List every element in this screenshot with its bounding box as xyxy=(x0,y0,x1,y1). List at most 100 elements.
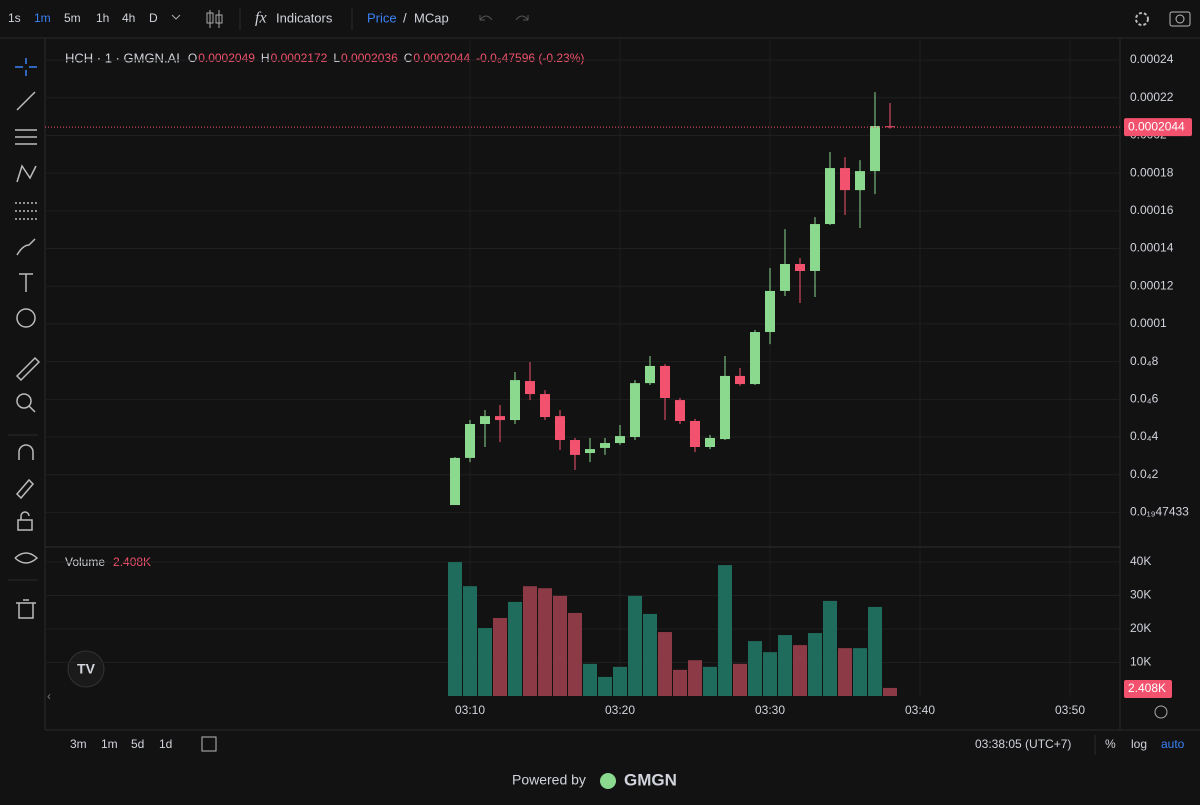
volume-bar xyxy=(733,663,747,696)
powered-by: Powered by xyxy=(512,772,586,788)
volume-bar xyxy=(478,628,492,696)
percent-toggle[interactable]: % xyxy=(1105,737,1116,751)
interval-dropdown[interactable] xyxy=(171,14,181,20)
interval-button[interactable]: 4h xyxy=(122,11,135,25)
candle-type-button[interactable] xyxy=(206,10,223,28)
candle-body xyxy=(450,457,460,506)
candle-body xyxy=(690,420,700,447)
date-range[interactable] xyxy=(201,736,217,752)
screenshot[interactable] xyxy=(1169,11,1191,27)
tradingview-logo[interactable] xyxy=(67,650,105,688)
volume-bar xyxy=(613,666,627,696)
ohlc-key: C xyxy=(404,51,413,65)
candle-body xyxy=(735,375,745,385)
collapse-arrow[interactable]: ‹ xyxy=(47,689,51,703)
candle-body xyxy=(480,416,490,425)
candle-body xyxy=(570,440,580,455)
volume-bar xyxy=(493,617,507,696)
volume-bar xyxy=(823,600,837,696)
x-tick-label: 03:20 xyxy=(605,703,635,717)
y-tick-label: 10K xyxy=(1130,655,1151,669)
clock: 03:38:05 (UTC+7) xyxy=(975,737,1071,751)
candle-body xyxy=(675,400,685,421)
redo[interactable] xyxy=(515,15,529,21)
interval-button[interactable]: 1m xyxy=(34,11,51,25)
volume-bar xyxy=(793,645,807,696)
volume-bar xyxy=(508,601,522,696)
mcap-toggle[interactable]: MCap xyxy=(414,10,449,25)
range-button[interactable]: 1d xyxy=(159,737,172,751)
candle-body xyxy=(705,437,715,447)
last-price-box xyxy=(1124,118,1192,137)
range-button[interactable]: 5d xyxy=(131,737,144,751)
interval-button[interactable]: 5m xyxy=(64,11,81,25)
candle-body xyxy=(525,381,535,395)
auto-toggle[interactable]: auto xyxy=(1161,737,1185,751)
volume-bar xyxy=(688,660,702,696)
ohlc-value: 0.0002049 xyxy=(198,51,255,65)
range-button[interactable]: 1m xyxy=(101,737,118,751)
volume-bar xyxy=(883,687,897,696)
ohlc-change: -0.0₆47596 (-0.23%) xyxy=(476,51,584,65)
y-tick-label: 0.0001 xyxy=(1130,316,1167,330)
volume-bar xyxy=(463,586,477,696)
drawing-tools[interactable] xyxy=(14,58,41,619)
y-tick-label: 40K xyxy=(1130,554,1151,568)
volume-bar xyxy=(628,595,642,696)
indicators-button[interactable]: Indicators xyxy=(276,10,333,25)
volume-bar xyxy=(658,632,672,696)
y-tick-label: 0.0₄6 xyxy=(1130,391,1159,405)
interval-button[interactable]: 1s xyxy=(8,11,21,25)
candle-body xyxy=(540,394,550,418)
candle-body xyxy=(630,383,640,438)
volume-bar xyxy=(523,586,537,696)
ohlc-value: 0.0002172 xyxy=(271,51,328,65)
volume-bar xyxy=(808,633,822,696)
x-tick-label: 03:10 xyxy=(455,703,485,717)
y-tick-label: 0.0₁₉47433 xyxy=(1130,505,1189,519)
volume-bar xyxy=(448,562,462,696)
settings[interactable] xyxy=(1135,12,1149,26)
volume-bar xyxy=(718,565,732,696)
separator: / xyxy=(403,10,407,25)
legend-title: HCH · 1 · GMGN.AI xyxy=(65,50,180,65)
axis-settings[interactable] xyxy=(1154,705,1168,719)
volume-bar xyxy=(838,648,852,696)
last-volume-box xyxy=(1124,680,1172,698)
volume-bar xyxy=(763,652,777,696)
price-toggle[interactable]: Price xyxy=(367,10,397,25)
x-tick-label: 03:50 xyxy=(1055,703,1085,717)
interval-button[interactable]: D xyxy=(149,11,158,25)
candle-body xyxy=(660,365,670,398)
ohlc-key: L xyxy=(333,51,340,65)
ohlc-key: O xyxy=(188,51,197,65)
y-tick-label: 0.00014 xyxy=(1130,241,1174,255)
candle-body xyxy=(465,424,475,458)
candle-body xyxy=(645,365,655,384)
candle-body xyxy=(750,332,760,385)
undo[interactable] xyxy=(479,15,493,21)
volume-bar xyxy=(538,588,552,696)
candle-body xyxy=(855,171,865,191)
candle-body xyxy=(585,449,595,454)
interval-button[interactable]: 1h xyxy=(96,11,109,25)
ohlc-key: H xyxy=(261,51,270,65)
volume-bar xyxy=(643,613,657,696)
y-tick-label: 0.00022 xyxy=(1130,90,1174,104)
y-tick-label: 0.0₄2 xyxy=(1130,467,1159,481)
candle-body xyxy=(720,375,730,440)
candle-body xyxy=(825,168,835,225)
range-button[interactable]: 3m xyxy=(70,737,87,751)
candle-body xyxy=(870,126,880,172)
y-tick-label: 0.0₄4 xyxy=(1130,429,1159,443)
volume-bar xyxy=(868,606,882,696)
candle-body xyxy=(780,263,790,291)
logo-mark: TV xyxy=(77,661,96,677)
candle-body xyxy=(555,416,565,441)
fx-icon: fx xyxy=(255,10,267,27)
volume-bar xyxy=(568,612,582,696)
candle-body xyxy=(810,224,820,271)
log-toggle[interactable]: log xyxy=(1131,737,1147,751)
